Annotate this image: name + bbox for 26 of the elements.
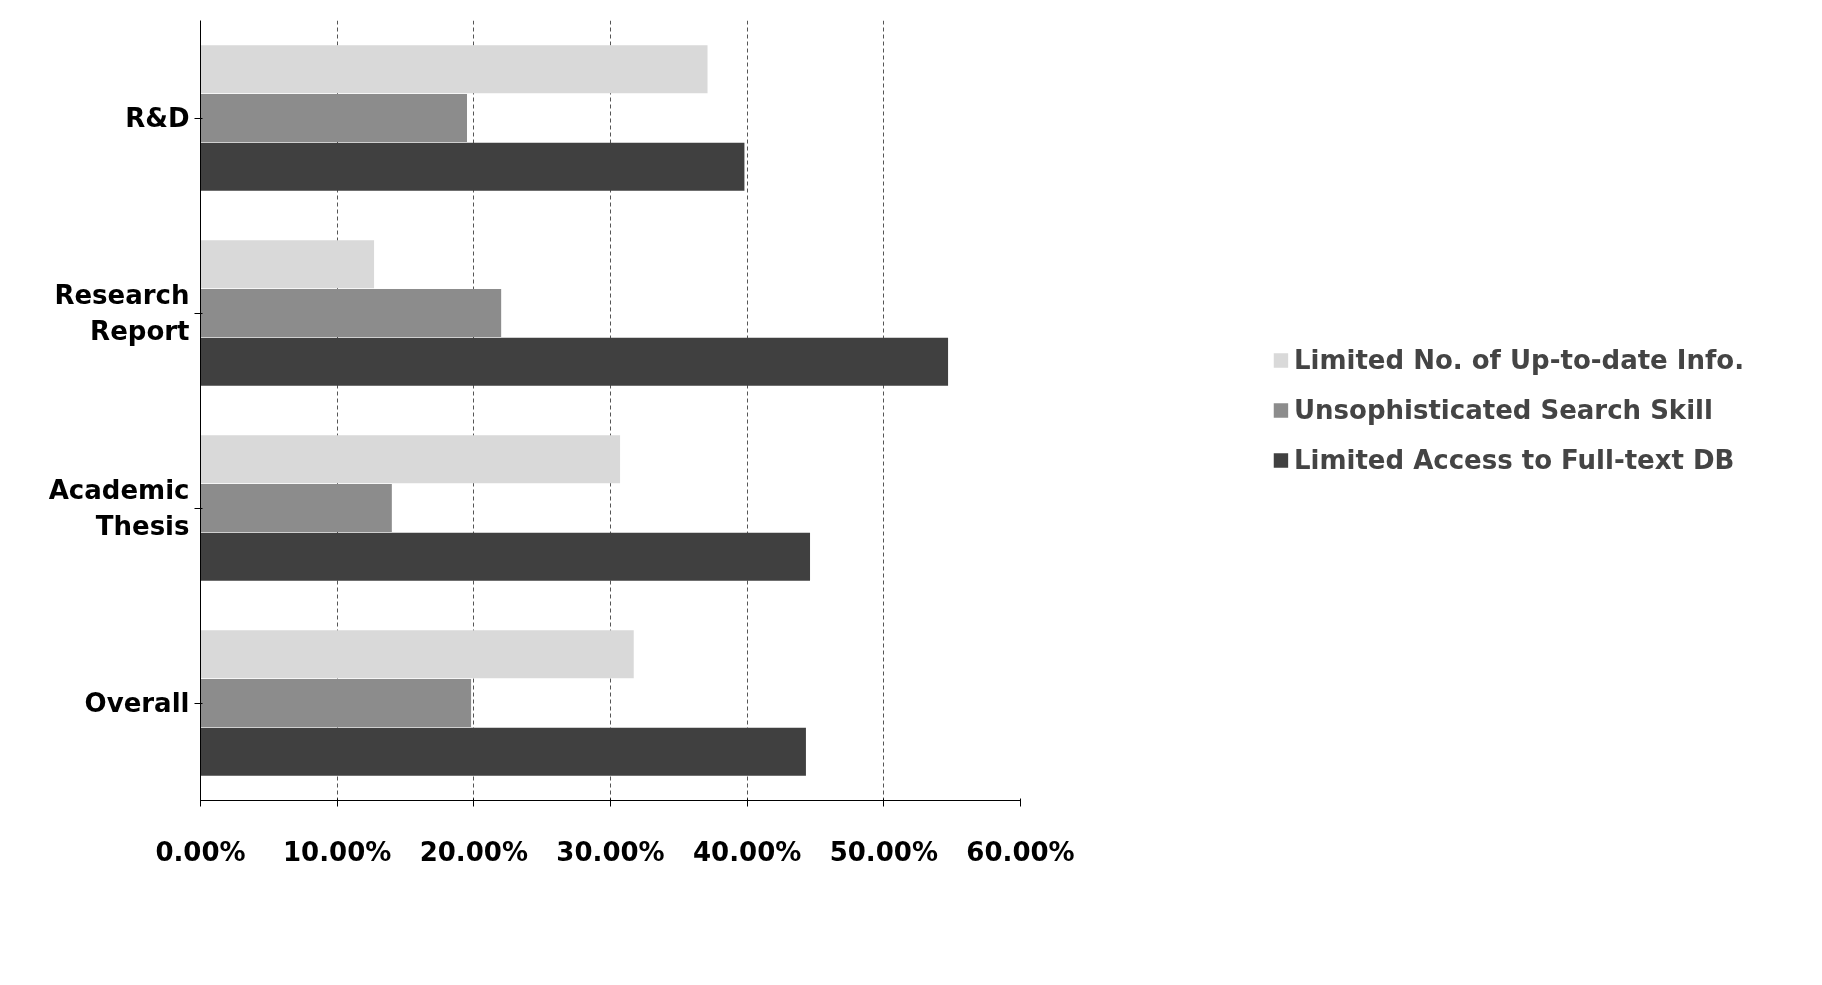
x-tick-label: 10.00% — [283, 836, 392, 867]
y-tick-label: Overall — [84, 688, 190, 718]
x-tick-label: 50.00% — [829, 836, 938, 867]
bar — [200, 289, 502, 337]
bar — [200, 337, 949, 386]
x-tick-label: 60.00% — [966, 836, 1075, 867]
legend-label: Unsophisticated Search Skill — [1293, 395, 1713, 425]
bar — [200, 679, 472, 727]
bar — [200, 435, 621, 484]
bar — [200, 484, 392, 532]
legend-label: Limited No. of Up-to-date Info. — [1293, 345, 1745, 375]
y-tick-label: Academic Thesis — [48, 475, 190, 541]
x-tick-label: 20.00% — [419, 836, 528, 867]
x-tick-label: 0.00% — [155, 836, 246, 867]
bar — [200, 240, 375, 289]
bar — [200, 94, 467, 142]
bar — [200, 45, 708, 94]
x-tick-label: 40.00% — [693, 836, 802, 867]
bar — [200, 630, 634, 679]
legend-label: Limited Access to Full-text DB — [1293, 445, 1735, 475]
y-tick-label: R&D — [125, 103, 190, 133]
bar — [200, 532, 811, 581]
y-tick-label: Research Report — [54, 280, 190, 346]
bar — [200, 142, 745, 191]
bar — [200, 727, 806, 776]
x-tick-label: 30.00% — [556, 836, 665, 867]
